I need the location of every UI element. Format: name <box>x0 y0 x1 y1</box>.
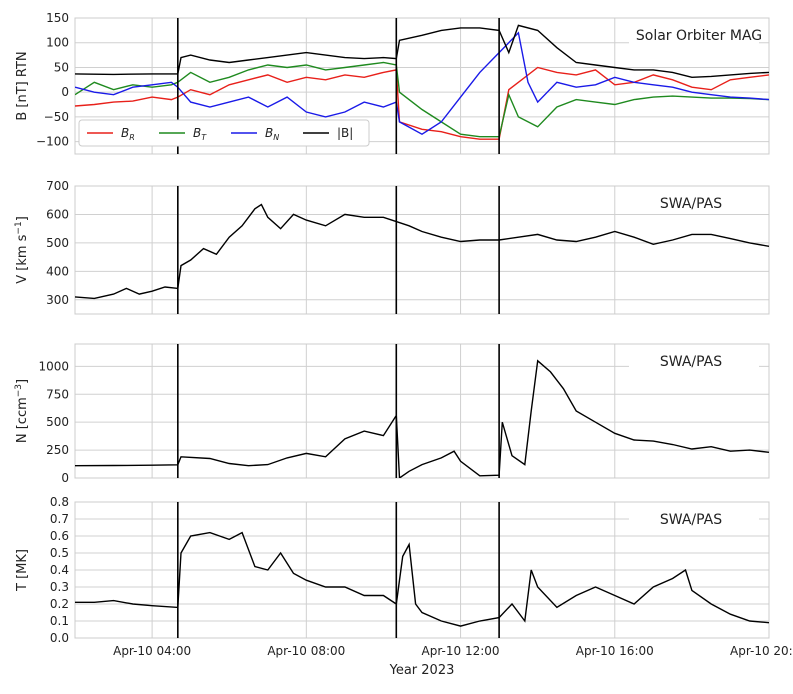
plot-frame <box>74 343 770 479</box>
y-axis-label: V [km s−1] <box>14 216 30 284</box>
legend-entry: BT <box>193 126 207 142</box>
x-tick-label: Apr-10 16:00 <box>576 644 654 658</box>
y-tick-label: 50 <box>54 60 69 74</box>
y-tick-label: 150 <box>46 11 69 25</box>
y-tick-label: 0.4 <box>50 563 69 577</box>
panel-mag: −100 −50 0 50 100 150 Solar Orbiter MAG B [nT] … <box>15 11 770 155</box>
y-tick-label: 0 <box>61 471 69 485</box>
y-tick-label: 300 <box>46 293 69 307</box>
series-line-B <box>75 24 769 79</box>
y-tick-label: 0.8 <box>50 495 69 509</box>
series-line-BT <box>75 61 769 138</box>
panel-annotation: SWA/PAS <box>660 196 722 212</box>
y-tick-label: 0.7 <box>50 512 69 526</box>
annotation-bg <box>629 509 759 529</box>
y-tick-label: 700 <box>46 179 69 193</box>
y-tick-label: −100 <box>36 135 69 149</box>
legend-entry: BR <box>121 126 135 142</box>
y-tick-label: 500 <box>46 415 69 429</box>
legend-entry: BN <box>265 126 279 142</box>
y-tick-label: 0.1 <box>50 614 69 628</box>
panel-annotation: SWA/PAS <box>660 512 722 528</box>
y-tick-label: 100 <box>46 36 69 50</box>
annotation-bg <box>629 193 759 213</box>
plot-frame <box>74 17 770 155</box>
y-tick-label: 0.0 <box>50 631 69 645</box>
plot-frame <box>74 501 770 639</box>
y-tick-label: 750 <box>46 387 69 401</box>
y-tick-label: 0.5 <box>50 546 69 560</box>
y-axis-label: N [ccm−3] <box>14 379 30 443</box>
y-axis-label: T [MK] <box>15 549 30 592</box>
panel-annotation: Solar Orbiter MAG <box>636 28 762 44</box>
annotation-bg <box>629 351 759 371</box>
series-line-temperature <box>75 531 769 627</box>
plot-frame <box>74 185 770 315</box>
y-tick-label: 0 <box>61 85 69 99</box>
y-tick-label: −50 <box>44 110 69 124</box>
y-tick-label: 400 <box>46 264 69 278</box>
series-line-BR <box>75 66 769 140</box>
x-tick-label: Apr-10 12:00 <box>422 644 500 658</box>
panel-velocity: 300 400 500 600 700 SWA/PAS V [km s−1] <box>14 179 770 315</box>
legend-box <box>78 119 370 147</box>
y-tick-label: 1000 <box>38 359 69 373</box>
series-line-density <box>75 359 769 478</box>
x-tick-label: Apr-10 04:00 <box>113 644 191 658</box>
series-line-BN <box>75 31 769 136</box>
y-tick-label: 0.6 <box>50 529 69 543</box>
x-axis-label: Year 2023 <box>389 663 455 678</box>
panel-temperature: 0.0 0.1 0.2 0.3 0.4 0.5 0.6 0.7 0.8 SWA/PAS T [MK]… <box>15 495 793 678</box>
y-tick-label: 500 <box>46 236 69 250</box>
annotation-bg <box>629 25 759 45</box>
panel-annotation: SWA/PAS <box>660 354 722 370</box>
series-line-velocity <box>75 203 769 300</box>
x-tick-label: Apr-10 08:00 <box>267 644 345 658</box>
panel-density: 0 250 500 750 1000 SWA/PAS N [ccm−3] <box>14 343 770 485</box>
y-tick-label: 0.2 <box>50 597 69 611</box>
y-axis-label: B [nT] RTN <box>15 51 30 120</box>
y-tick-label: 250 <box>46 443 69 457</box>
legend-entry: |B| <box>337 126 353 140</box>
y-tick-label: 600 <box>46 207 69 221</box>
legend: BR BT BN |B| <box>78 119 370 147</box>
x-tick-label: Apr-10 20:00 <box>730 644 793 658</box>
y-tick-label: 0.3 <box>50 580 69 594</box>
